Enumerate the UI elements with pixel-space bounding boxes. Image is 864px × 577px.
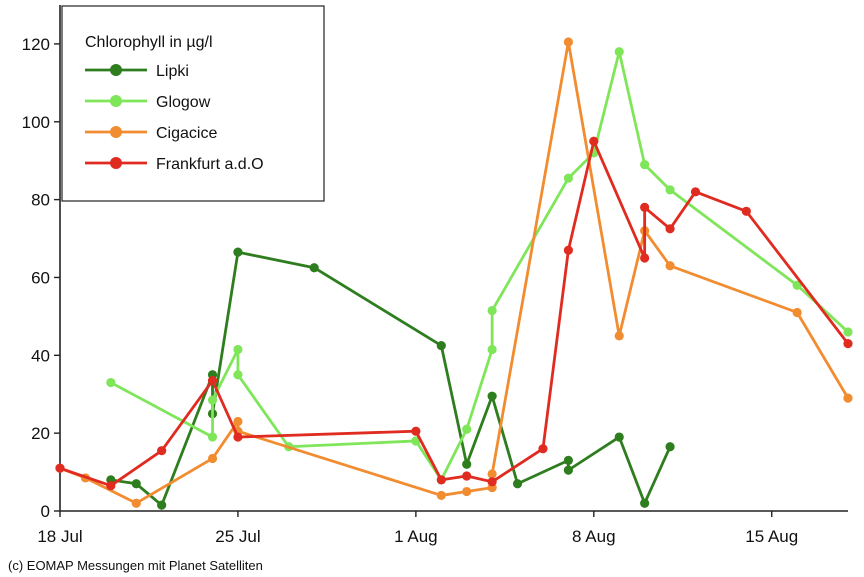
y-tick-label: 40: [31, 346, 50, 365]
data-point: [207, 376, 218, 386]
legend-label: Frankfurt a.d.O: [156, 156, 264, 173]
data-point: [512, 479, 523, 489]
data-point: [640, 498, 650, 508]
data-point: [563, 455, 573, 465]
data-point: [157, 446, 167, 456]
legend-box: [61, 5, 325, 202]
data-point: [690, 187, 701, 197]
data-point: [233, 247, 243, 257]
data-point: [614, 331, 624, 341]
y-tick-label: 60: [31, 268, 50, 287]
data-point: [207, 432, 218, 442]
data-point: [538, 444, 548, 454]
y-tick-label: 80: [31, 191, 50, 210]
data-point: [487, 305, 497, 316]
data-point: [233, 432, 243, 442]
legend-title: Chlorophyll in µg/l: [85, 34, 213, 51]
data-point: [309, 263, 319, 273]
data-point: [233, 370, 243, 380]
data-point: [411, 436, 421, 446]
data-point: [563, 465, 573, 475]
data-point: [462, 486, 472, 497]
data-point: [640, 253, 650, 263]
x-tick-label: 8 Aug: [572, 527, 616, 546]
legend-entries: Lipki Glogow Cigacice Frankfurt a.d.O: [85, 63, 264, 173]
series-line: [59, 139, 850, 488]
data-point: [106, 377, 116, 388]
data-point: [665, 224, 675, 234]
series-line: [110, 250, 672, 507]
legend-swatch-marker: [110, 95, 122, 107]
data-point: [665, 185, 675, 195]
data-point: [436, 490, 446, 501]
legend: Chlorophyll in µg/l Lipki Glogow Cigacice F…: [61, 5, 325, 202]
data-point: [640, 159, 650, 170]
data-point: [487, 344, 497, 355]
y-tick-label: 0: [41, 502, 50, 521]
data-point: [233, 344, 243, 355]
data-point: [131, 479, 141, 489]
data-point: [487, 469, 497, 479]
y-tick-label: 100: [22, 113, 50, 132]
data-point: [614, 432, 624, 442]
data-point: [487, 477, 497, 487]
y-axis-ticks: 0 20 40 60 80 100 120: [22, 35, 60, 521]
data-point: [792, 280, 802, 290]
y-tick-label: 20: [31, 424, 50, 443]
data-point: [157, 500, 167, 510]
x-tick-label: 18 Jul: [37, 527, 82, 546]
data-point: [665, 442, 675, 452]
x-axis-ticks: 18 Jul 25 Jul 1 Aug 8 Aug 15 Aug: [37, 511, 798, 546]
data-point: [55, 463, 65, 473]
x-tick-label: 25 Jul: [215, 527, 260, 546]
data-point: [640, 202, 650, 212]
data-point: [131, 498, 141, 508]
data-point: [589, 136, 599, 146]
data-point: [614, 47, 624, 57]
data-point: [462, 424, 472, 434]
data-point: [436, 340, 446, 351]
plot-area: [55, 37, 853, 510]
data-point: [563, 173, 573, 183]
data-point: [843, 339, 853, 349]
data-point: [207, 453, 218, 464]
x-tick-label: 15 Aug: [745, 527, 798, 546]
legend-swatch-marker: [110, 126, 122, 138]
legend-label: Glogow: [156, 94, 211, 111]
data-point: [207, 395, 218, 405]
legend-label: Lipki: [156, 63, 189, 80]
credit-text: (c) EOMAP Messungen mit Planet Satellite…: [8, 558, 263, 573]
data-point: [665, 261, 675, 271]
data-point: [741, 206, 751, 216]
data-point: [843, 327, 853, 337]
legend-label: Cigacice: [156, 125, 217, 142]
series-line: [59, 40, 850, 505]
data-point: [462, 471, 472, 481]
axes: 0 20 40 60 80 100 120 18 Jul 25 Jul 1 Aug 8 Aug 15…: [22, 5, 848, 546]
legend-swatch-marker: [110, 64, 122, 76]
data-point: [843, 393, 853, 403]
data-point: [233, 416, 243, 427]
y-tick-label: 120: [22, 35, 50, 54]
data-point: [563, 245, 573, 255]
x-tick-label: 1 Aug: [394, 527, 438, 546]
data-point: [436, 475, 446, 485]
series-line: [110, 50, 849, 482]
data-point: [411, 426, 421, 436]
data-point: [106, 481, 116, 491]
legend-swatch-marker: [110, 157, 122, 169]
data-point: [792, 307, 802, 318]
data-point: [462, 459, 472, 469]
data-point: [487, 391, 497, 401]
series-frankfurt-a-d-o: [55, 136, 853, 491]
data-point: [563, 37, 573, 47]
